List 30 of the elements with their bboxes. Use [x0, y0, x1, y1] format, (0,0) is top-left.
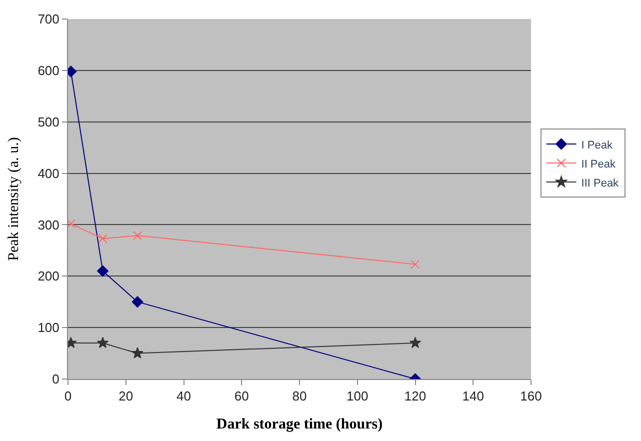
legend-label: II Peak — [581, 158, 616, 170]
point — [132, 296, 144, 308]
point — [132, 347, 144, 358]
x-axis-title: Dark storage time (hours) — [216, 416, 383, 433]
y-tick-label: 500 — [38, 114, 60, 130]
x-tick-label: 80 — [292, 388, 307, 404]
y-tick-label: 200 — [38, 268, 60, 284]
x-tick-label: 40 — [176, 388, 191, 404]
point — [410, 260, 420, 269]
point — [97, 265, 108, 277]
y-tick-label: 300 — [38, 217, 60, 232]
x-tick-label: 140 — [462, 388, 484, 404]
x-tick-label: 160 — [520, 388, 542, 404]
legend-label: III Peak — [581, 177, 620, 190]
y-tick-label: 400 — [38, 166, 60, 181]
y-axis-title: Peak intensity (a. u.) — [6, 137, 22, 261]
x-tick-label: 60 — [234, 388, 249, 404]
point — [98, 234, 108, 244]
legend-label: I Peak — [581, 139, 613, 152]
y-tick-label: 700 — [38, 12, 60, 27]
x-tick-label: 100 — [346, 388, 368, 404]
point — [96, 336, 109, 348]
y-tick-label: 100 — [38, 320, 60, 336]
point — [132, 231, 142, 240]
y-tick-label: 600 — [38, 62, 60, 78]
x-tick-label: 20 — [118, 388, 134, 404]
point — [409, 336, 422, 348]
y-tick-label: 0 — [52, 372, 60, 387]
x-tick-label: 120 — [404, 388, 426, 404]
x-tick-label: 0 — [64, 388, 72, 404]
